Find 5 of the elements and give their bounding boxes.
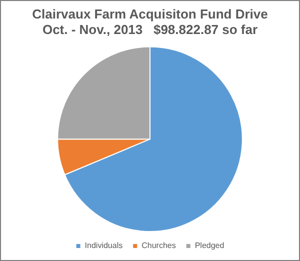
legend-label: Pledged (194, 241, 224, 250)
text: Clairvaux Farm Acquisiton Fund Drive (32, 6, 268, 22)
text: Oct. - Nov., 2013 $98.822.87 so far (42, 22, 258, 37)
legend-label: Individuals (84, 241, 123, 250)
legend-label: Churches (142, 241, 176, 250)
